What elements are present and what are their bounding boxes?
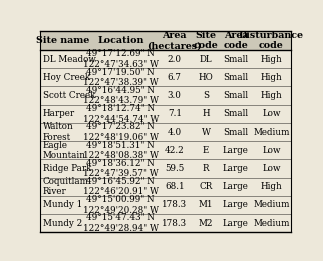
- Text: High: High: [261, 55, 282, 64]
- Text: 49°18'36.12" N
122°47'39.57" W: 49°18'36.12" N 122°47'39.57" W: [83, 159, 159, 178]
- Text: 2.0: 2.0: [168, 55, 182, 64]
- Text: Walton
Forest: Walton Forest: [43, 122, 74, 142]
- Text: 49°17'19.50" N
122°47'38.39" W: 49°17'19.50" N 122°47'38.39" W: [83, 68, 159, 87]
- Text: Site name: Site name: [36, 36, 89, 45]
- Text: HO: HO: [199, 73, 214, 82]
- Text: Medium: Medium: [253, 200, 290, 209]
- Text: Disturbance
code: Disturbance code: [239, 31, 304, 50]
- Text: 49°18'12.74" N
122°44'54.74" W: 49°18'12.74" N 122°44'54.74" W: [83, 104, 159, 123]
- Bar: [40, 86, 291, 105]
- Text: 7.1: 7.1: [168, 109, 182, 118]
- Text: Ridge Park: Ridge Park: [43, 164, 91, 173]
- Text: Small: Small: [224, 109, 248, 118]
- Text: Low: Low: [262, 109, 281, 118]
- Text: Large: Large: [223, 219, 249, 228]
- Bar: [40, 68, 291, 86]
- Text: 3.0: 3.0: [168, 91, 182, 100]
- Text: 4.0: 4.0: [168, 128, 182, 137]
- Text: 68.1: 68.1: [165, 182, 185, 191]
- Text: Low: Low: [262, 146, 281, 155]
- Text: Area
(hectares): Area (hectares): [148, 31, 202, 50]
- Text: 49°15'00.99" N
122°49'20.28" W: 49°15'00.99" N 122°49'20.28" W: [83, 195, 159, 215]
- Bar: [40, 141, 291, 159]
- Text: Mundy 2: Mundy 2: [43, 219, 82, 228]
- Text: Large: Large: [223, 182, 249, 191]
- Text: 178.3: 178.3: [162, 200, 187, 209]
- Text: 59.5: 59.5: [165, 164, 184, 173]
- Bar: [40, 214, 291, 232]
- Text: 49°16'45.92" N
122°46'20.91" W: 49°16'45.92" N 122°46'20.91" W: [83, 177, 159, 197]
- Text: Site
code: Site code: [194, 31, 218, 50]
- Text: E: E: [203, 146, 209, 155]
- Text: 178.3: 178.3: [162, 219, 187, 228]
- Text: W: W: [202, 128, 211, 137]
- Bar: [40, 123, 291, 141]
- Text: Medium: Medium: [253, 128, 290, 137]
- Bar: [40, 31, 291, 50]
- Bar: [40, 196, 291, 214]
- Text: Small: Small: [224, 91, 248, 100]
- Bar: [40, 50, 291, 68]
- Text: S: S: [203, 91, 209, 100]
- Text: Scott Creek: Scott Creek: [43, 91, 95, 100]
- Text: Small: Small: [224, 73, 248, 82]
- Text: High: High: [261, 91, 282, 100]
- Text: 42.2: 42.2: [165, 146, 185, 155]
- Text: DL Meadow: DL Meadow: [43, 55, 96, 64]
- Text: M2: M2: [199, 219, 213, 228]
- Text: Medium: Medium: [253, 219, 290, 228]
- Text: Large: Large: [223, 200, 249, 209]
- Text: 6.7: 6.7: [168, 73, 182, 82]
- Text: 49°17'23.82" N
122°48'19.06" W: 49°17'23.82" N 122°48'19.06" W: [83, 122, 159, 142]
- Bar: [40, 105, 291, 123]
- Text: Coquitlam
River: Coquitlam River: [43, 177, 89, 197]
- Text: Large: Large: [223, 164, 249, 173]
- Bar: [40, 178, 291, 196]
- Text: DL: DL: [200, 55, 213, 64]
- Text: 49°15'47.43" N
122°49'28.94" W: 49°15'47.43" N 122°49'28.94" W: [83, 213, 159, 233]
- Text: Small: Small: [224, 55, 248, 64]
- Text: M1: M1: [199, 200, 213, 209]
- Text: High: High: [261, 182, 282, 191]
- Text: Hoy Creek: Hoy Creek: [43, 73, 90, 82]
- Text: Area
code: Area code: [224, 31, 248, 50]
- Text: Eagle
Mountain: Eagle Mountain: [43, 141, 86, 160]
- Text: CR: CR: [199, 182, 213, 191]
- Text: 49°16'44.95" N
122°48'43.79" W: 49°16'44.95" N 122°48'43.79" W: [83, 86, 159, 105]
- Text: Mundy 1: Mundy 1: [43, 200, 82, 209]
- Text: R: R: [203, 164, 209, 173]
- Bar: [40, 159, 291, 178]
- Text: Location: Location: [98, 36, 144, 45]
- Text: Large: Large: [223, 146, 249, 155]
- Text: 49°18'51.31" N
122°48'08.38" W: 49°18'51.31" N 122°48'08.38" W: [83, 141, 159, 160]
- Text: H: H: [202, 109, 210, 118]
- Text: 49°17'12.69" N
122°47'34.63" W: 49°17'12.69" N 122°47'34.63" W: [83, 49, 159, 69]
- Text: Low: Low: [262, 164, 281, 173]
- Text: Small: Small: [224, 128, 248, 137]
- Text: High: High: [261, 73, 282, 82]
- Text: Harper: Harper: [43, 109, 75, 118]
